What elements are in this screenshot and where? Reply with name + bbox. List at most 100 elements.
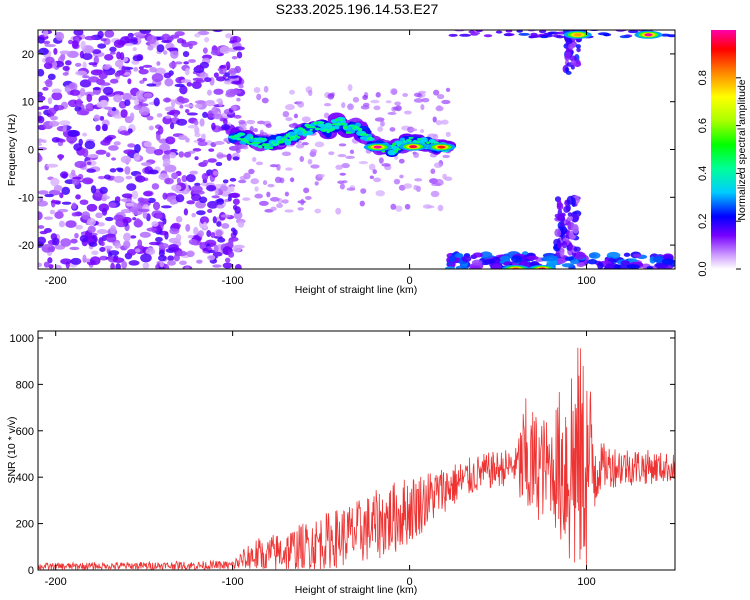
spectrogram-noise-cell	[219, 46, 231, 54]
spectrogram-noise-cell	[156, 44, 165, 53]
spectrogram-noise-cell	[86, 218, 96, 226]
spectrogram-ridge-cell	[266, 144, 271, 147]
spectrogram-noise-cell	[137, 197, 145, 203]
spectrogram-noise-cell	[314, 141, 325, 148]
spectrogram-noise-cell	[67, 129, 79, 138]
spectrogram-noise-cell	[39, 230, 48, 235]
spectrogram-noise-cell	[146, 83, 157, 87]
spectrogram-noise-cell	[404, 203, 411, 210]
spectrogram-noise-cell	[82, 177, 94, 185]
spectrogram-ridge-cell	[323, 128, 329, 132]
spectrogram-noise-cell	[102, 86, 114, 95]
spectrogram-noise-cell	[86, 203, 98, 212]
spectrogram-noise-cell	[73, 143, 83, 152]
spectrogram-noise-cell	[38, 47, 49, 56]
spectrogram-noise-cell	[64, 85, 71, 93]
spectrogram-noise-cell	[68, 39, 73, 45]
spectrogram-noise-cell	[211, 195, 220, 199]
spectrogram-noise-cell	[109, 46, 117, 53]
spectrogram-noise-cell	[229, 177, 237, 182]
spectrogram-noise-cell	[74, 105, 82, 112]
spectrogram-noise-cell	[124, 99, 131, 107]
spectrogram-noise-cell	[323, 112, 330, 119]
spectrogram-noise-cell	[124, 43, 134, 47]
spectrogram-noise-cell	[71, 40, 79, 49]
spectrogram-noise-cell	[128, 260, 140, 266]
spectrogram-band-cell	[444, 266, 456, 269]
spectrogram-noise-cell	[176, 250, 188, 257]
spectrogram-band-cell	[557, 242, 562, 249]
spectrogram-ridge-cell	[315, 127, 321, 131]
spectrogram-band-cell	[587, 258, 598, 265]
spectrogram-noise-cell	[130, 235, 137, 239]
spectrogram-noise-cell	[252, 156, 257, 163]
spectrogram-noise-cell	[109, 78, 119, 84]
spectrogram-noise-cell	[105, 216, 114, 222]
spectrogram-noise-cell	[199, 72, 209, 80]
spectrogram-noise-cell	[216, 76, 226, 82]
spectrogram-noise-cell	[170, 34, 180, 39]
spectrogram-ylabel: Frequency (Hz)	[6, 114, 18, 186]
spectrogram-band-cell	[575, 44, 581, 49]
spectrogram-noise-cell	[221, 223, 230, 229]
spectrogram-noise-cell	[114, 242, 122, 249]
spectrogram-noise-cell	[43, 30, 49, 37]
spectrogram-noise-cell	[233, 114, 242, 119]
spectrogram-band-cell	[606, 251, 621, 259]
spectrogram-noise-cell	[61, 201, 72, 205]
spectrogram-noise-cell	[100, 99, 109, 107]
spectrogram-noise-cell	[194, 182, 201, 187]
spectrogram-noise-cell	[129, 37, 138, 42]
spectrogram-noise-cell	[58, 220, 65, 228]
spectrogram-band-cell	[626, 264, 640, 269]
spectrogram-noise-cell	[195, 79, 205, 83]
spectrogram-ytick-label: 20	[22, 49, 34, 61]
spectrogram-ridge-cell	[247, 142, 253, 145]
spectrogram-band-cell	[449, 255, 456, 263]
spectrogram-band-cell	[571, 213, 579, 223]
spectrogram-noise-cell	[238, 119, 246, 125]
spectrogram-noise-cell	[359, 200, 365, 207]
spectrogram-noise-cell	[266, 191, 271, 198]
spectrogram-ridge-cell	[408, 136, 414, 139]
spectrogram-noise-cell	[135, 175, 146, 183]
spectrogram-noise-cell	[345, 155, 355, 159]
spectrogram-noise-cell	[214, 141, 225, 145]
spectrogram-band-cell	[499, 255, 511, 262]
spectrogram-noise-cell	[132, 217, 137, 221]
spectrogram-noise-cell	[372, 169, 377, 175]
spectrogram-noise-cell	[284, 209, 294, 213]
spectrogram-noise-cell	[169, 227, 180, 235]
spectrogram-noise-cell	[442, 154, 450, 159]
spectrogram-noise-cell	[339, 183, 345, 190]
spectrogram-band-cell	[630, 27, 638, 30]
spectrogram-noise-cell	[99, 115, 105, 121]
figure-title: S233.2025.196.14.53.E27	[276, 1, 439, 17]
spectrogram-ytick-label: 10	[22, 97, 34, 109]
spectrogram-noise-cell	[142, 64, 153, 68]
spectrogram-ridge-cell	[406, 139, 411, 142]
spectrogram-noise-cell	[196, 210, 206, 216]
spectrogram-noise-cell	[157, 125, 164, 135]
spectrogram-noise-cell	[85, 104, 92, 109]
spectrogram-noise-cell	[50, 177, 60, 187]
spectrogram-noise-cell	[342, 180, 348, 184]
spectrogram-noise-cell	[113, 39, 125, 48]
spectrogram-ridge-cell	[236, 137, 242, 141]
spectrogram-noise-cell	[143, 141, 152, 148]
spectrogram-noise-cell	[395, 205, 403, 212]
spectrogram-ridge-cell	[250, 136, 254, 140]
spectrogram-band-cell	[525, 255, 539, 260]
spectrogram-band-cell	[568, 43, 574, 50]
spectrogram-noise-cell	[127, 248, 137, 256]
spectrogram-noise-cell	[263, 85, 269, 93]
spectrogram-band-cell	[544, 255, 559, 261]
spectrogram-noise-cell	[146, 35, 157, 45]
spectrogram-noise-cell	[212, 216, 217, 224]
spectrogram-noise-cell	[54, 104, 65, 111]
spectrogram-noise-cell	[235, 144, 242, 150]
spectrogram-noise-cell	[418, 90, 427, 94]
spectrogram-ridge-cell	[426, 141, 430, 144]
